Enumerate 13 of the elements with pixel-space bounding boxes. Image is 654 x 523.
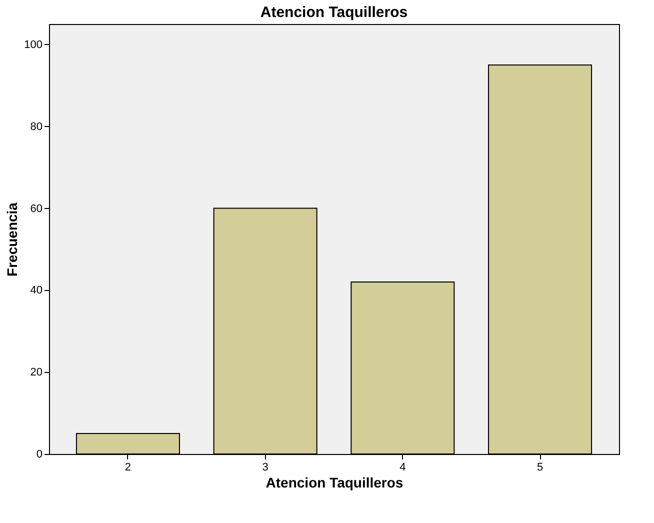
y-tick-label: 100: [24, 38, 42, 51]
y-tick-label: 40: [30, 284, 42, 297]
x-tick-label: 5: [536, 462, 544, 474]
x-tick-label: 2: [124, 462, 132, 474]
x-tick-label: 4: [400, 462, 406, 474]
y-tick-label: 60: [30, 202, 42, 215]
y-tick-label: 0: [36, 448, 42, 460]
y-axis-title: Frecuencia: [4, 202, 20, 276]
x-axis-title: Atencion Taquilleros: [266, 474, 404, 490]
y-tick-label: 80: [30, 120, 42, 133]
y-tick-label: 20: [30, 366, 42, 379]
x-tick-label: 3: [262, 462, 268, 474]
chart-title: Atencion Taquilleros: [260, 4, 408, 21]
